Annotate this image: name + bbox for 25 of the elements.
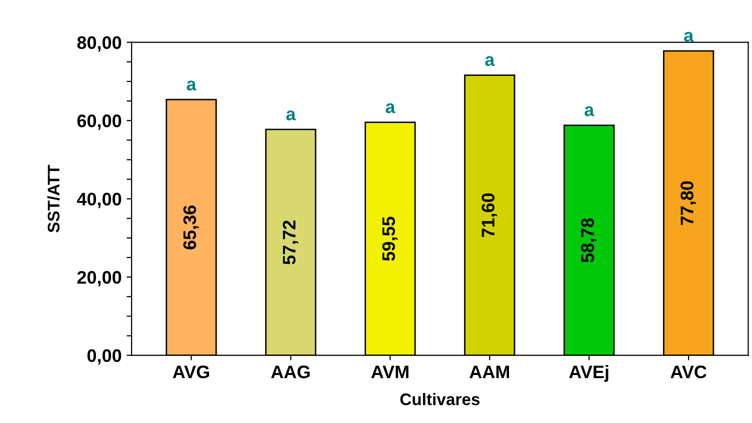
annotation: a xyxy=(684,32,694,42)
annotation: a xyxy=(286,110,296,120)
annotation: a xyxy=(186,80,196,90)
data-label: 71,60 xyxy=(482,193,498,238)
x-tick-label: AVEj xyxy=(569,365,608,382)
x-tick-label: AAM xyxy=(470,366,509,378)
y-tick-label: 60,00 xyxy=(77,114,122,130)
data-label: 58,78 xyxy=(581,218,597,262)
x-axis-title: Cultivares xyxy=(400,392,480,406)
data-label: 57,72 xyxy=(282,220,298,264)
annotation: a xyxy=(386,103,396,114)
data-label: 65,36 xyxy=(183,206,199,250)
x-tick-label: AAG xyxy=(271,366,310,378)
x-tick-label: AVM xyxy=(371,366,408,378)
annotation: a xyxy=(485,56,495,66)
x-tick-label: AVC xyxy=(670,366,706,378)
y-tick-label: 80,00 xyxy=(77,36,122,52)
y-axis-title: SST/ATT xyxy=(47,164,60,232)
data-label: 59,55 xyxy=(382,216,398,261)
x-tick-label: AVG xyxy=(172,366,210,378)
y-tick-label: 0,00 xyxy=(87,349,122,365)
annotation: a xyxy=(584,106,594,116)
y-tick-label: 40,00 xyxy=(76,192,122,208)
y-tick-label: 20,00 xyxy=(77,271,122,286)
data-label: 77,80 xyxy=(680,181,696,225)
